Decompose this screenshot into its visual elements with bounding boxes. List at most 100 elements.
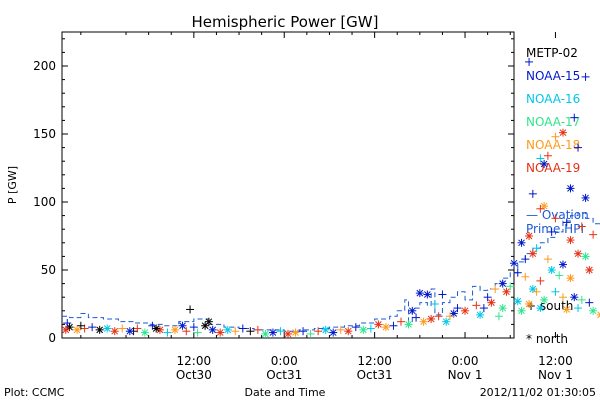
marker-stroke: [499, 280, 507, 287]
data-point-metp-02-south: [76, 321, 85, 330]
marker-stroke: [262, 330, 269, 338]
marker-stroke: [574, 250, 582, 258]
data-point-noaa-15-north: [517, 238, 526, 247]
marker-stroke: [269, 329, 277, 336]
data-point-noaa-17-north: [498, 304, 507, 313]
data-point-noaa-19-north: [528, 249, 537, 258]
data-point-noaa-19-south: [314, 327, 323, 336]
data-point-noaa-19-north: [374, 320, 383, 329]
data-point-noaa-16-south: [163, 328, 172, 337]
marker-stroke: [537, 304, 544, 312]
marker-stroke: [224, 326, 232, 334]
data-point-noaa-19-south: [589, 230, 598, 239]
data-point-noaa-15-south: [483, 293, 492, 302]
marker-stroke: [529, 285, 537, 293]
data-point-noaa-15-south: [88, 323, 97, 332]
marker-stroke: [416, 289, 424, 297]
data-point-noaa-18-south: [521, 272, 530, 281]
marker-stroke: [442, 318, 450, 326]
data-point-noaa-18-north: [562, 305, 571, 314]
data-point-noaa-17-north: [540, 295, 549, 304]
marker-stroke: [450, 310, 458, 317]
x-tick-label: 0:00: [452, 354, 479, 368]
data-point-noaa-18-south: [231, 327, 240, 336]
marker-stroke: [427, 315, 435, 323]
data-point-noaa-16-north: [513, 297, 522, 306]
data-point-noaa-15-north: [581, 193, 590, 202]
data-point-noaa-15-south: [521, 255, 530, 264]
marker-stroke: [96, 326, 104, 334]
data-point-noaa-17-south: [306, 329, 315, 338]
plot-area-frame: [61, 31, 515, 339]
data-point-noaa-17-north: [517, 306, 526, 315]
marker-stroke: [103, 325, 111, 332]
marker-stroke: [540, 202, 548, 210]
marker-stroke: [205, 318, 213, 326]
data-point-noaa-15-south: [453, 304, 462, 313]
data-point-noaa-15-south: [528, 189, 537, 198]
data-point-noaa-17-south: [494, 312, 503, 321]
marker-stroke: [292, 329, 299, 336]
data-point-noaa-18-south: [532, 287, 541, 296]
data-point-noaa-19-north: [566, 236, 575, 245]
data-point-noaa-18-south: [543, 255, 552, 264]
x-tick-label: Oct31: [357, 368, 393, 382]
data-point-noaa-18-south: [551, 132, 560, 141]
data-point-noaa-15-south: [412, 313, 421, 322]
data-point-noaa-15-south: [438, 290, 447, 299]
marker-stroke: [582, 194, 589, 202]
data-point-noaa-18-south: [445, 312, 454, 321]
marker-stroke: [209, 326, 217, 334]
data-point-noaa-15-north: [329, 328, 338, 337]
data-point-noaa-16-north: [528, 285, 537, 294]
legend-south: + south: [526, 299, 573, 313]
data-point-noaa-19-south: [434, 312, 443, 321]
marker-stroke: [567, 274, 574, 282]
marker-stroke: [461, 307, 469, 315]
data-point-noaa-18-north: [291, 328, 300, 337]
marker-stroke: [73, 326, 81, 334]
x-axis-label: Date and Time: [245, 386, 326, 399]
marker-stroke: [171, 326, 179, 334]
data-point-noaa-15-south: [479, 304, 488, 313]
legend-entry-noaa-18: NOAA-18: [526, 138, 580, 152]
data-point-noaa-15-south: [585, 298, 594, 307]
x-tick-label: Nov 1: [448, 368, 483, 382]
marker-stroke: [525, 232, 533, 240]
data-point-noaa-16-north: [536, 304, 545, 313]
data-point-noaa-16-north: [223, 325, 232, 334]
marker-stroke: [488, 299, 495, 306]
marker-stroke: [359, 326, 367, 334]
data-point-noaa-15-north: [208, 325, 217, 334]
marker-stroke: [559, 261, 567, 268]
data-point-noaa-15-north: [510, 259, 518, 268]
data-point-noaa-15-south: [148, 321, 157, 330]
y-tick-label: 50: [41, 263, 56, 277]
data-point-noaa-16-north: [476, 310, 485, 319]
data-point-noaa-15-north: [125, 327, 134, 336]
marker-stroke: [375, 321, 382, 328]
y-tick-label: 150: [33, 127, 56, 141]
data-point-noaa-19-north: [110, 327, 119, 336]
y-tick-label: 100: [33, 195, 56, 209]
data-point-noaa-19-north: [487, 298, 496, 307]
data-point-noaa-19-south: [577, 222, 586, 231]
legend-entry-noaa-19: NOAA-19: [526, 161, 580, 175]
data-point-noaa-18-north: [525, 300, 534, 308]
marker-stroke: [62, 326, 70, 334]
marker-stroke: [525, 300, 533, 308]
data-point-noaa-16-south: [276, 327, 285, 336]
data-point-noaa-15-south: [570, 113, 579, 122]
data-point-noaa-16-south: [536, 154, 545, 163]
data-point-noaa-15-north: [540, 159, 549, 168]
marker-stroke: [156, 326, 164, 334]
axes: 05010015020012:00Oct300:00Oct3112:00Oct3…: [33, 32, 573, 382]
legend-ovation-line1: — Ovation: [526, 208, 589, 222]
data-point-noaa-19-south: [551, 214, 560, 223]
x-tick-label: Oct31: [266, 368, 302, 382]
chart-title: Hemispheric Power [GW]: [192, 13, 379, 31]
data-point-noaa-17-south: [555, 271, 564, 280]
data-point-noaa-15-south: [581, 72, 590, 81]
